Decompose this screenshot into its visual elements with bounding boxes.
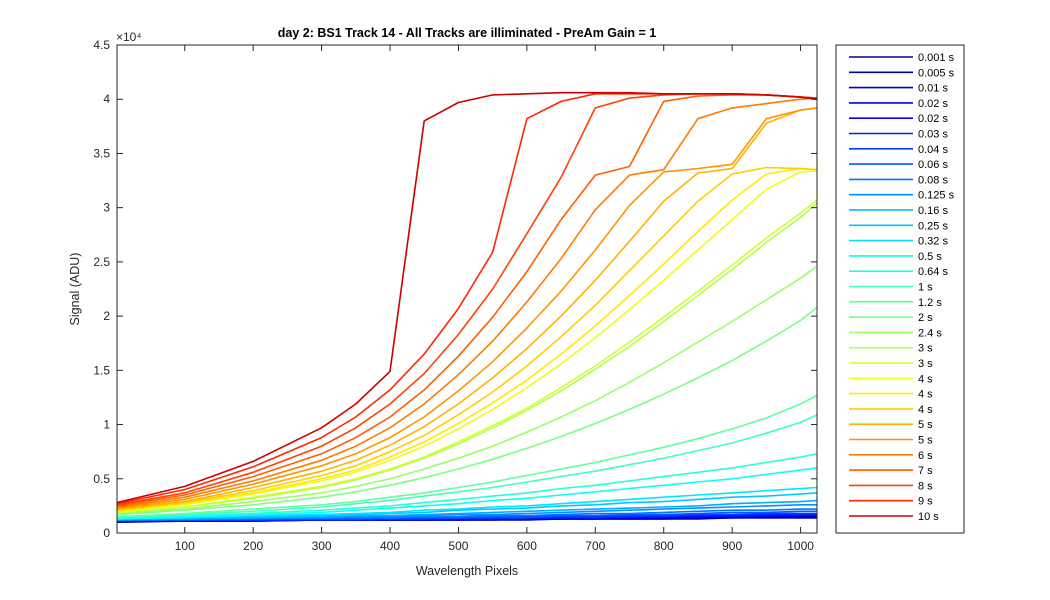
legend-entry: 9 s [918, 496, 933, 508]
y-tick-label: 1.5 [93, 363, 110, 377]
legend-entry: 0.25 s [918, 220, 948, 232]
series-line-12 [117, 492, 817, 520]
series-lines [117, 91, 817, 523]
y-exponent-label: ×10⁴ [116, 30, 142, 44]
series-line-18 [117, 306, 817, 516]
axes-box [116, 44, 818, 534]
plot-area: 100 200 300 400 500 600 700 800 900 1000 0 0.5 1 1.5 2… [93, 38, 818, 553]
series-line-19 [117, 265, 817, 515]
legend-entry: 0.005 s [918, 67, 955, 79]
legend-entry: 0.32 s [918, 236, 948, 248]
series-line-30 [117, 93, 817, 505]
series-line-28 [117, 94, 817, 507]
legend-entry: 2.4 s [918, 327, 942, 339]
x-tick-label: 300 [312, 539, 332, 553]
legend-entry: 8 s [918, 480, 933, 492]
x-tick-label: 700 [585, 539, 605, 553]
series-line-16 [117, 414, 817, 518]
x-tick-label: 900 [722, 539, 742, 553]
legend-entry: 5 s [918, 435, 933, 447]
y-tick-label: 2.5 [93, 255, 110, 269]
legend-entry: 0.02 s [918, 113, 948, 125]
series-line-29 [117, 93, 817, 506]
legend-entry: 3 s [918, 343, 933, 355]
series-line-31 [117, 91, 817, 504]
series-line-14 [117, 467, 817, 520]
legend-entry: 0.125 s [918, 190, 955, 202]
y-tick-label: 0 [103, 526, 110, 540]
legend-entry: 0.001 s [918, 52, 955, 64]
legend-entry: 0.64 s [918, 266, 948, 278]
series-line-11 [117, 499, 817, 521]
series-line-21 [117, 199, 817, 514]
legend-entry: 0.16 s [918, 205, 948, 217]
legend-entry: 10 s [918, 511, 939, 523]
legend-entry: 0.02 s [918, 98, 948, 110]
legend-entry: 4 s [918, 373, 933, 385]
series-line-13 [117, 486, 817, 520]
series-line-26 [117, 107, 817, 509]
series-line-27 [117, 97, 817, 508]
x-tick-label: 400 [380, 539, 400, 553]
series-line-15 [117, 453, 817, 519]
legend-entry: 0.5 s [918, 251, 942, 263]
x-tick-label: 800 [654, 539, 674, 553]
series-line-23 [117, 167, 817, 513]
legend-entry: 0.04 s [918, 144, 948, 156]
legend-entry: 6 s [918, 450, 933, 462]
legend-entry: 4 s [918, 404, 933, 416]
x-axis-label: Wavelength Pixels [416, 564, 518, 578]
legend-entry: 0.03 s [918, 129, 948, 141]
legend-entry: 0.08 s [918, 174, 948, 186]
y-tick-label: 0.5 [93, 472, 110, 486]
y-tick-label: 4 [103, 92, 110, 106]
legend-entry: 0.01 s [918, 83, 948, 95]
y-tick-label: 3.5 [93, 146, 110, 160]
x-tick-label: 1000 [787, 539, 814, 553]
legend-entry: 3 s [918, 358, 933, 370]
legend-entry: 4 s [918, 389, 933, 401]
legend-entry: 7 s [918, 465, 933, 477]
series-line-22 [117, 170, 817, 513]
x-tick-label: 600 [517, 539, 537, 553]
chart-title: day 2: BS1 Track 14 - All Tracks are ill… [278, 26, 657, 40]
series-line-8 [117, 510, 817, 521]
y-tick-label: 4.5 [93, 38, 110, 52]
x-tick-label: 100 [175, 539, 195, 553]
series-line-24 [117, 166, 817, 511]
legend-box [835, 44, 965, 534]
y-tick-label: 1 [103, 418, 110, 432]
series-line-25 [117, 107, 817, 510]
legend-entry: 2 s [918, 312, 933, 324]
legend-entry: 5 s [918, 419, 933, 431]
y-axis-label: Signal (ADU) [68, 253, 82, 326]
x-tick-label: 200 [243, 539, 263, 553]
series-line-10 [117, 503, 817, 521]
series-line-20 [117, 202, 817, 514]
y-tick-label: 2 [103, 309, 110, 323]
x-tick-label: 500 [448, 539, 468, 553]
legend-entry: 0.06 s [918, 159, 948, 171]
legend: 0.001 s 0.005 s 0.01 s 0.02 s 0.02 s 0.03 s 0.… [835, 44, 965, 534]
series-line-17 [117, 394, 817, 518]
legend-entry: 1 s [918, 282, 933, 294]
legend-entry: 1.2 s [918, 297, 942, 309]
y-tick-label: 3 [103, 201, 110, 215]
